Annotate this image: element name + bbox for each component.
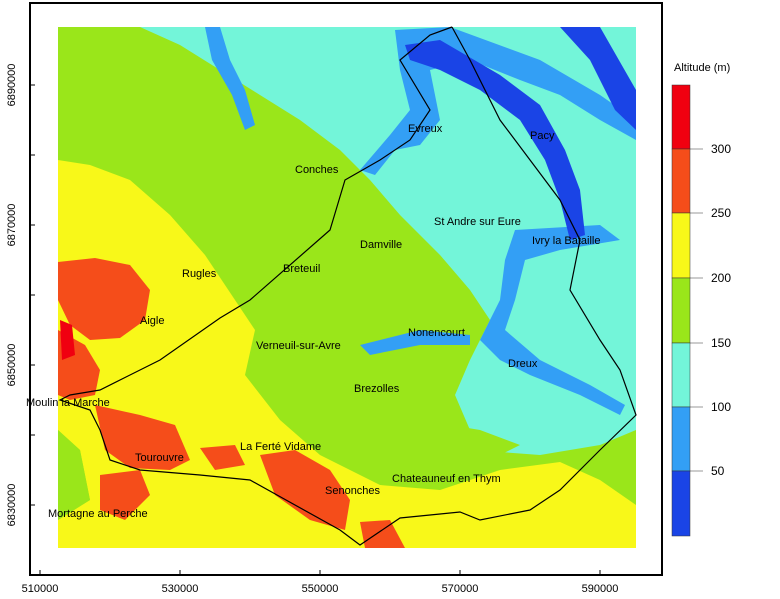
- legend-title: Altitude (m): [674, 62, 731, 74]
- legend-label: 150: [711, 336, 732, 350]
- y-tick-label: 6850000: [6, 343, 18, 387]
- town-label: Chateauneuf en Thym: [392, 473, 501, 485]
- town-label: St Andre sur Eure: [434, 216, 521, 228]
- legend-label: 50: [711, 464, 725, 478]
- town-label: Dreux: [508, 358, 538, 370]
- town-label: Verneuil-sur-Avre: [256, 340, 341, 352]
- town-label: Damville: [360, 239, 403, 251]
- terrain-red: [60, 320, 75, 360]
- legend-swatch-200-250: [671, 212, 691, 279]
- town-label: Breteuil: [283, 263, 321, 275]
- terrain-orange: [58, 258, 405, 548]
- legend-swatch-below-50: [671, 470, 691, 537]
- x-tick-label: 570000: [441, 583, 479, 595]
- legend-swatch-50-100: [671, 406, 691, 472]
- legend-colorbar: [671, 84, 703, 537]
- terrain: [58, 27, 636, 548]
- x-tick-label: 550000: [301, 583, 339, 595]
- y-tick-label: 6890000: [6, 63, 18, 107]
- legend-label: 250: [711, 206, 732, 220]
- town-label: Tourouvre: [135, 452, 184, 464]
- town-label: Ivry la Bataille: [532, 235, 601, 247]
- river-eure-dark: [405, 27, 636, 240]
- region-boundary: [58, 26, 637, 546]
- town-label: Nonencourt: [408, 327, 465, 339]
- legend-label: 200: [711, 271, 732, 285]
- town-label: Pacy: [530, 130, 555, 142]
- y-tick-label: 6870000: [6, 203, 18, 247]
- legend-label: 300: [711, 142, 732, 156]
- legend-swatch-100-150: [671, 342, 691, 408]
- legend-label: 100: [711, 400, 732, 414]
- town-label: Mortagne au Perche: [48, 508, 148, 520]
- town-label: Evreux: [408, 123, 443, 135]
- town-label: Brezolles: [354, 383, 400, 395]
- terrain-green-south: [58, 420, 520, 520]
- town-label: Moulin la Marche: [26, 397, 110, 409]
- town-label: Senonches: [325, 485, 381, 497]
- x-tick-label: 530000: [161, 583, 199, 595]
- town-label: La Ferté Vidame: [240, 441, 322, 453]
- plot-frame: [29, 2, 663, 576]
- town-label: Aigle: [140, 315, 165, 327]
- town-label: Rugles: [182, 268, 217, 280]
- legend-swatch-300plus: [671, 84, 691, 150]
- x-tick-label: 510000: [21, 583, 59, 595]
- town-label: Conches: [295, 164, 339, 176]
- legend-swatch-250-300: [671, 148, 691, 214]
- legend-swatch-150-200: [671, 277, 691, 344]
- x-tick-label: 590000: [581, 583, 619, 595]
- y-tick-label: 6830000: [6, 483, 18, 527]
